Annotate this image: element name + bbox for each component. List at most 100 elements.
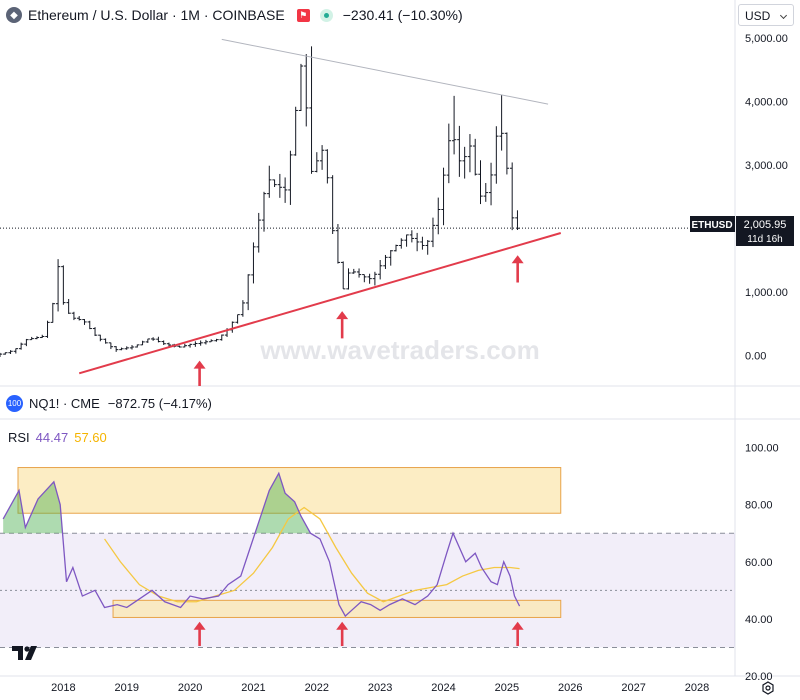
time-axis-tick-label: 2028 bbox=[685, 682, 709, 694]
arrow-head bbox=[336, 621, 349, 630]
price-candle bbox=[393, 244, 399, 252]
price-candle bbox=[251, 242, 256, 284]
time-axis-tick-label: 2024 bbox=[431, 682, 455, 694]
support-trendline[interactable] bbox=[78, 232, 562, 375]
price-candle bbox=[293, 106, 298, 156]
price-candle bbox=[346, 268, 351, 290]
arrow-head bbox=[336, 311, 349, 320]
price-candle bbox=[103, 338, 108, 344]
price-candle bbox=[3, 352, 8, 355]
price-candle bbox=[367, 273, 372, 284]
price-candle bbox=[150, 337, 156, 341]
price-candle bbox=[187, 343, 193, 348]
price-candle bbox=[18, 342, 24, 350]
price-candle bbox=[351, 268, 356, 274]
price-candle bbox=[119, 347, 124, 351]
symbol-title[interactable]: Ethereum / U.S. Dollar · 1M · COINBASE bbox=[28, 7, 285, 23]
price-candle bbox=[483, 183, 488, 202]
price-candle bbox=[288, 150, 293, 205]
price-candle bbox=[383, 254, 388, 269]
price-candle bbox=[219, 334, 224, 341]
rsi-up-arrow[interactable] bbox=[193, 621, 206, 647]
price-candle bbox=[40, 334, 45, 339]
settings-gear-icon[interactable] bbox=[761, 681, 775, 695]
rsi-legend[interactable]: RSI 44.47 57.60 bbox=[8, 430, 107, 445]
price-candle bbox=[335, 224, 341, 264]
price-candle bbox=[156, 336, 161, 343]
price-candle bbox=[240, 300, 246, 317]
price-candle bbox=[473, 138, 478, 176]
arrow-head bbox=[511, 255, 524, 264]
time-axis[interactable]: 2018 2019 2020 2021 2022 2023 2024 2025 2026 2027… bbox=[51, 682, 709, 694]
rsi-up-arrow[interactable] bbox=[511, 621, 524, 647]
price-candle bbox=[425, 240, 430, 255]
tradingview-logo-icon[interactable] bbox=[12, 644, 42, 662]
price-candle bbox=[420, 236, 425, 250]
price-change: −230.41 (−10.30%) bbox=[342, 7, 463, 23]
price-candle bbox=[325, 149, 330, 184]
highlight-zone[interactable] bbox=[17, 467, 562, 514]
highlight-zone[interactable] bbox=[112, 599, 562, 618]
rsi-name[interactable]: RSI bbox=[8, 430, 30, 445]
price-candle bbox=[8, 350, 13, 354]
price-candle bbox=[209, 339, 214, 343]
price-up-arrow[interactable] bbox=[511, 255, 524, 283]
arrow-head bbox=[193, 360, 206, 369]
symbol-header[interactable]: ◆ Ethereum / U.S. Dollar · 1M · COINBASE… bbox=[6, 4, 463, 26]
compare-symbol-title[interactable]: NQ1! · CME bbox=[29, 395, 100, 411]
price-candle bbox=[245, 274, 251, 311]
rsi-line[interactable] bbox=[2, 471, 521, 618]
price-candle bbox=[98, 334, 103, 342]
price-candle bbox=[414, 232, 420, 252]
price-candle bbox=[504, 132, 510, 175]
current-price-ticker: ETHUSD bbox=[691, 220, 732, 231]
price-axis-tick-label: 0.00 bbox=[745, 351, 766, 363]
resistance-trendline[interactable] bbox=[221, 38, 549, 105]
rsi-overbought-fill bbox=[3, 473, 311, 534]
price-candle bbox=[282, 177, 288, 203]
price-up-arrow[interactable] bbox=[193, 360, 206, 386]
price-up-arrow[interactable] bbox=[336, 311, 349, 339]
price-candle bbox=[436, 197, 441, 235]
price-candle bbox=[135, 344, 140, 348]
price-candle bbox=[372, 271, 378, 286]
rsi-ma-line[interactable] bbox=[104, 506, 520, 603]
price-candle bbox=[362, 274, 367, 283]
red-flag-icon[interactable]: ⚑ bbox=[296, 8, 310, 22]
nasdaq-badge-icon: 100 bbox=[6, 394, 23, 412]
price-candle bbox=[304, 54, 309, 127]
price-pane[interactable]: 0.001,000.002,000.003,000.004,000.005,00… bbox=[0, 33, 788, 386]
price-candle bbox=[124, 346, 129, 350]
price-candle bbox=[494, 126, 499, 184]
price-candle bbox=[462, 146, 467, 179]
price-candle bbox=[50, 302, 56, 323]
rsi-band-background bbox=[0, 533, 735, 648]
price-candle bbox=[267, 165, 272, 198]
price-candle bbox=[13, 348, 19, 354]
rsi-pane[interactable]: 20.00 40.00 60.00 80.00 100.00 bbox=[0, 443, 779, 683]
price-candle bbox=[298, 63, 304, 112]
rsi-up-arrow[interactable] bbox=[336, 621, 349, 647]
rsi-axis-tick-label: 20.00 bbox=[745, 671, 773, 683]
price-candle bbox=[457, 125, 462, 177]
price-candle bbox=[467, 134, 473, 173]
rsi-axis-tick-label: 80.00 bbox=[745, 500, 773, 512]
price-candle bbox=[45, 320, 50, 338]
price-candle bbox=[0, 352, 3, 357]
watermark-text: www.wavetraders.com bbox=[259, 335, 539, 365]
price-candle bbox=[377, 260, 383, 280]
price-candle bbox=[177, 345, 182, 348]
arrow-head bbox=[511, 621, 524, 630]
price-candle bbox=[430, 217, 436, 248]
price-candle bbox=[399, 238, 404, 249]
currency-dropdown[interactable]: USD bbox=[738, 4, 794, 26]
price-candle bbox=[29, 336, 34, 341]
compare-symbol-header[interactable]: 100 NQ1! · CME −872.75 (−4.17%) bbox=[6, 394, 212, 412]
price-axis-tick-label: 4,000.00 bbox=[745, 97, 788, 109]
rsi-axis-tick-label: 60.00 bbox=[745, 557, 773, 569]
price-candle bbox=[277, 173, 283, 198]
price-candle bbox=[129, 345, 135, 350]
live-dot-icon bbox=[319, 8, 333, 22]
time-axis-tick-label: 2025 bbox=[495, 682, 519, 694]
